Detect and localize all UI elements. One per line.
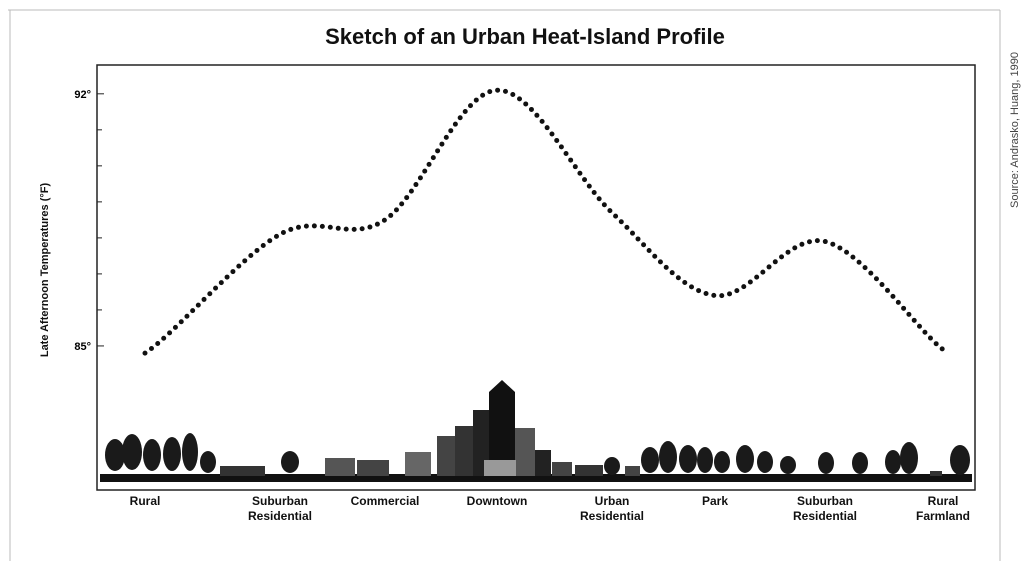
x-tick-label: Rural <box>103 494 187 509</box>
temperature-line <box>145 90 943 353</box>
x-tick-label: Downtown <box>455 494 539 509</box>
x-tick-label: Rural Farmland <box>901 494 985 524</box>
x-tick-label: Urban Residential <box>570 494 654 524</box>
chart-title: Sketch of an Urban Heat-Island Profile <box>325 24 725 49</box>
x-tick-label: Commercial <box>343 494 427 509</box>
y-tick-label: 92° <box>74 89 91 101</box>
chart: Sketch of an Urban Heat-Island Profile L… <box>0 0 1024 561</box>
y-axis-label: Late Afternoon Temperatures (°F) <box>39 183 51 358</box>
y-tick-label: 85° <box>74 341 91 353</box>
x-tick-label: Suburban Residential <box>783 494 867 524</box>
x-tick-label: Park <box>673 494 757 509</box>
page: Sketch of an Urban Heat-Island Profile L… <box>0 0 1024 561</box>
source: Source: Andrasko, Huang, 1990 <box>1009 52 1021 208</box>
skyline <box>100 380 972 482</box>
x-tick-label: Suburban Residential <box>238 494 322 524</box>
